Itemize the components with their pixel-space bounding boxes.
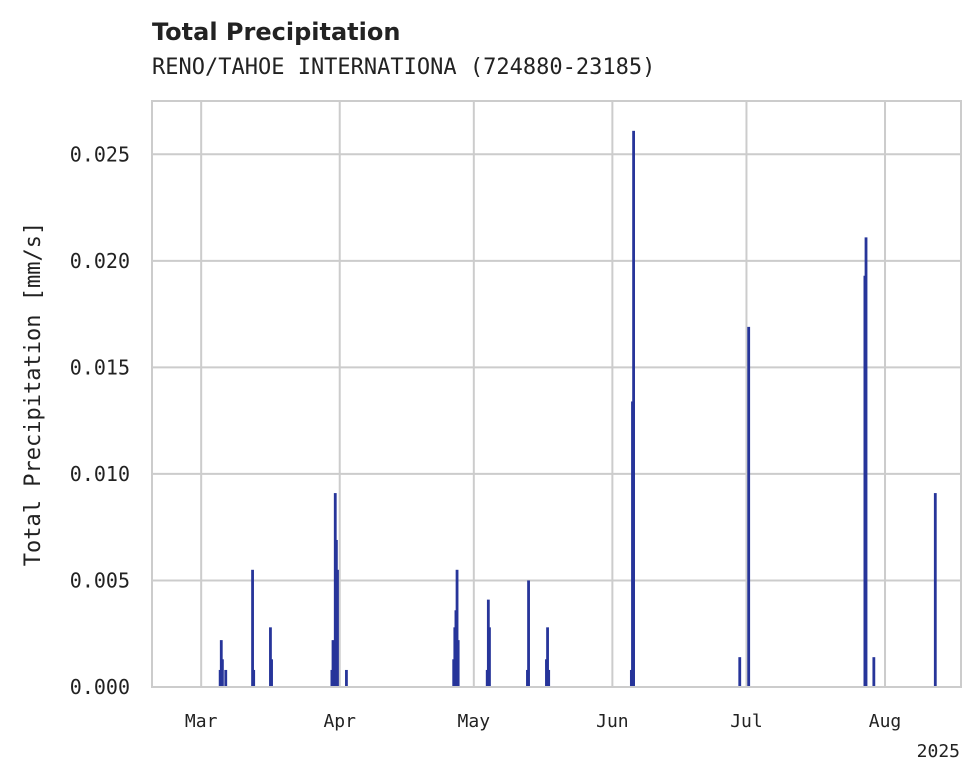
precipitation-bar (488, 627, 491, 687)
precipitation-bar (269, 627, 272, 687)
precipitation-bar (224, 669, 228, 687)
x-tick-label: Jun (596, 711, 629, 732)
x-tick-label: Apr (323, 711, 356, 732)
precipitation-bar (331, 640, 335, 687)
precipitation-bar (546, 627, 549, 687)
y-tick-label: 0.010 (70, 462, 130, 486)
precipitation-bars (218, 130, 937, 688)
year-label: 2025 (917, 741, 960, 762)
x-tick-label: Jul (730, 711, 763, 732)
precipitation-bar (933, 493, 937, 687)
y-tick-label: 0.005 (70, 568, 130, 592)
precipitation-bar (527, 580, 530, 687)
y-tick-label: 0.015 (70, 355, 130, 379)
x-axis-ticks: Mar Apr May Jun Jul Aug (185, 711, 901, 732)
precipitation-bar (345, 669, 348, 687)
precipitation-bar (872, 657, 876, 687)
x-tick-label: Mar (185, 711, 218, 732)
x-tick-label: May (458, 711, 491, 732)
precipitation-bar (738, 657, 742, 687)
y-axis-ticks: 0.000 0.005 0.010 0.015 0.020 0.025 (70, 142, 130, 699)
precipitation-bar (220, 659, 224, 687)
precipitation-bar (270, 659, 273, 687)
precipitation-bar (336, 569, 339, 687)
plot-frame (151, 100, 962, 688)
precipitation-bar (252, 669, 256, 687)
precipitation-bar (455, 569, 459, 687)
precipitation-bar (632, 130, 636, 687)
precipitation-bar (456, 640, 460, 687)
y-tick-label: 0.020 (70, 249, 130, 273)
precipitation-bar (747, 326, 751, 687)
x-tick-label: Aug (869, 711, 902, 732)
grid-lines (152, 101, 961, 688)
y-tick-label: 0.000 (70, 675, 130, 699)
y-axis-label: Total Precipitation [mm/s] (21, 222, 46, 566)
precipitation-bar (547, 669, 551, 687)
chart-subtitle: RENO/TAHOE INTERNATIONA (724880-23185) (152, 55, 655, 80)
precipitation-bar (864, 237, 868, 688)
y-tick-label: 0.025 (70, 142, 130, 166)
chart-title: Total Precipitation (152, 18, 400, 46)
precipitation-bar (251, 569, 254, 687)
